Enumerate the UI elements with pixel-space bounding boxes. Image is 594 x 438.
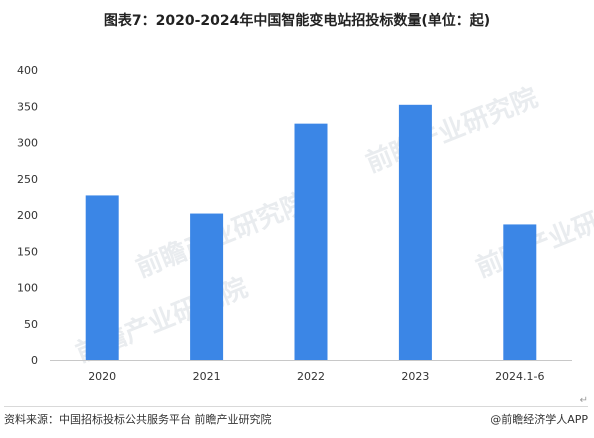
- x-tick-label: 2022: [297, 370, 325, 383]
- return-mark: ↵: [579, 395, 588, 406]
- bars: [85, 104, 537, 361]
- y-axis: 0 50 100 150 200 250 300 350 400: [17, 64, 572, 367]
- y-tick-label: 100: [17, 282, 38, 295]
- y-tick-label: 400: [17, 64, 38, 77]
- x-tick-label: 2024.1-6: [495, 370, 544, 383]
- bar: [190, 213, 224, 360]
- source-text: 资料来源：中国招标投标公共服务平台 前瞻产业研究院: [4, 413, 272, 426]
- bar: [294, 123, 328, 361]
- x-tick-label: 2021: [193, 370, 221, 383]
- x-tick-label: 2023: [401, 370, 429, 383]
- x-tick-label: 2020: [88, 370, 116, 383]
- y-tick-label: 350: [17, 100, 38, 113]
- bar: [503, 224, 537, 360]
- bar: [85, 195, 119, 360]
- brand-text: @前瞻经济学人APP: [490, 413, 588, 426]
- y-tick-label: 250: [17, 173, 38, 186]
- chart-title: 图表7：2020-2024年中国智能变电站招投标数量(单位：起): [103, 13, 491, 29]
- footer: 资料来源：中国招标投标公共服务平台 前瞻产业研究院 @前瞻经济学人APP: [4, 406, 588, 428]
- y-tick-label: 150: [17, 245, 38, 258]
- x-axis: 2020 2021 2022 2023 2024.1-6: [88, 370, 544, 383]
- y-tick-label: 0: [31, 354, 38, 367]
- y-tick-label: 200: [17, 209, 38, 222]
- y-tick-label: 300: [17, 137, 38, 150]
- y-tick-label: 50: [24, 318, 38, 331]
- bar: [398, 104, 432, 360]
